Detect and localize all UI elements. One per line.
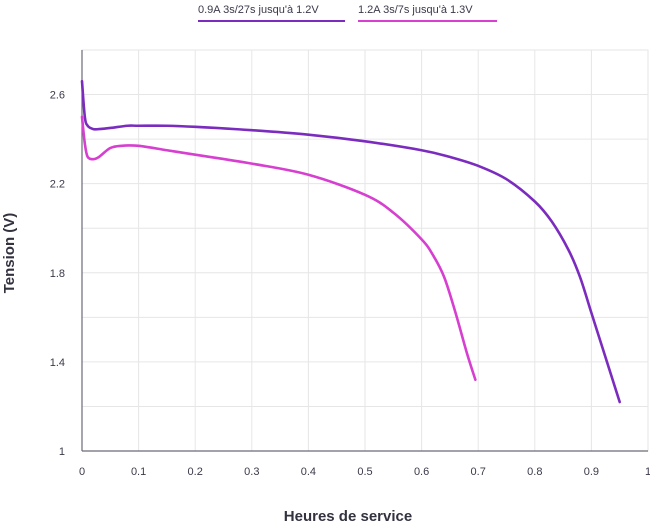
grid-lines — [81, 49, 649, 452]
series-line-1 — [80, 79, 621, 404]
x-tick-label: 0.6 — [414, 466, 429, 478]
y-axis-title: Tension (V) — [1, 213, 18, 294]
series-line-2 — [80, 115, 477, 382]
x-tick-label: 0.1 — [131, 466, 146, 478]
x-tick-label: 0.8 — [527, 466, 542, 478]
x-tick-label: 0.3 — [244, 466, 259, 478]
x-axis-title: Heures de service — [284, 508, 412, 522]
x-tick-label: 0.2 — [188, 466, 203, 478]
y-tick-label: 1 — [59, 446, 65, 458]
y-tick-label: 1.4 — [50, 357, 65, 369]
x-tick-label: 1 — [645, 466, 650, 478]
x-tick-label: 0.5 — [357, 466, 372, 478]
y-tick-label: 2.6 — [50, 90, 65, 102]
legend-label-2: 1.2A 3s/7s jusqu'à 1.3V — [358, 4, 473, 16]
x-tick-label: 0.4 — [301, 466, 316, 478]
y-tick-label: 1.8 — [50, 268, 65, 280]
x-tick-label: 0.7 — [471, 466, 486, 478]
x-tick-label: 0.9 — [584, 466, 599, 478]
legend: 0.9A 3s/27s jusqu'à 1.2V 1.2A 3s/7s jusq… — [198, 4, 497, 22]
series-layer — [80, 79, 621, 404]
y-tick-label: 2.2 — [50, 179, 65, 191]
legend-label-1: 0.9A 3s/27s jusqu'à 1.2V — [198, 4, 319, 16]
x-tick-label: 0 — [79, 466, 85, 478]
tick-labels: 0 0.1 0.2 0.3 0.4 0.5 0.6 0.7 0.8 0.9 1 1 1.4 1.8 2.2 2… — [50, 90, 650, 478]
